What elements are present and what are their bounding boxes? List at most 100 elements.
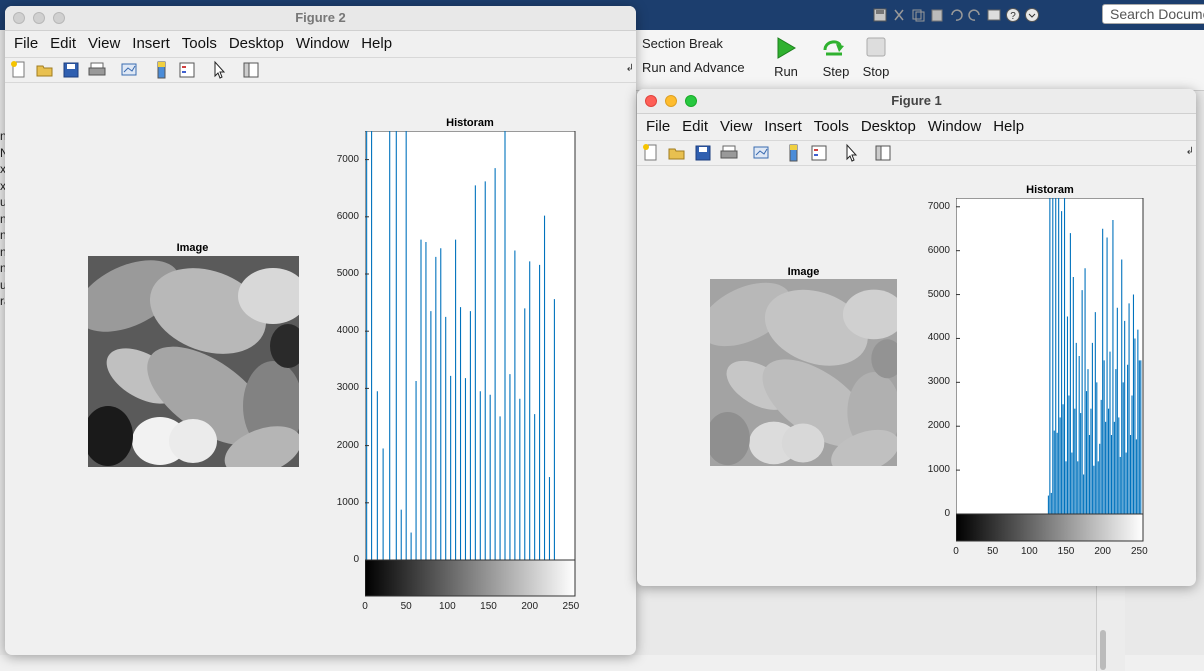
run-and-advance-label: Run and Advance	[642, 60, 745, 75]
command-window-text: n	[0, 228, 7, 242]
print-icon[interactable]	[87, 60, 107, 80]
colorbar-icon[interactable]	[783, 143, 803, 163]
y-tick-label: 6000	[336, 210, 359, 222]
command-window-text: N	[0, 145, 8, 160]
figure-1-titlebar[interactable]: Figure 1	[637, 89, 1196, 114]
menu-edit[interactable]: Edit	[682, 118, 709, 135]
close-icon[interactable]	[645, 95, 657, 107]
switch-windows-icon[interactable]	[986, 7, 1002, 23]
new-figure-icon[interactable]	[9, 60, 29, 80]
colorbar-icon[interactable]	[151, 60, 171, 80]
edit-plot-icon[interactable]	[209, 60, 229, 80]
x-tick-label: 100	[439, 601, 456, 612]
y-tick-label: 7000	[336, 153, 359, 165]
link-plot-icon[interactable]	[119, 60, 139, 80]
dock-arrow-icon[interactable]: ↲	[625, 63, 634, 74]
legend-icon[interactable]	[177, 60, 197, 80]
new-figure-icon[interactable]	[641, 143, 661, 163]
window-controls	[13, 12, 65, 24]
minimize-icon[interactable]	[665, 95, 677, 107]
property-inspector-icon[interactable]	[241, 60, 261, 80]
zoom-icon[interactable]	[53, 12, 65, 24]
help-icon[interactable]: ?	[1005, 7, 1021, 23]
minimize-icon[interactable]	[33, 12, 45, 24]
x-tick-label: 150	[480, 601, 497, 612]
command-window-edge: nNxxuinnnnuera	[0, 128, 8, 348]
dropdown-icon[interactable]	[1024, 7, 1040, 23]
y-tick-label: 5000	[927, 288, 950, 300]
save-figure-icon[interactable]	[61, 60, 81, 80]
histogram-title: Historam	[1026, 184, 1074, 196]
undo-icon[interactable]	[948, 7, 964, 23]
menu-tools[interactable]: Tools	[813, 118, 849, 135]
run-and-advance-button[interactable]: Run and Advance	[642, 60, 745, 75]
histogram-axes	[956, 198, 1144, 542]
x-tick-label: 0	[953, 546, 959, 557]
menu-file[interactable]: File	[646, 118, 671, 135]
menu-tools[interactable]: Tools	[181, 35, 217, 52]
legend-icon[interactable]	[809, 143, 829, 163]
grayscale-colorbar	[365, 559, 576, 597]
menu-window[interactable]: Window	[927, 118, 982, 135]
run-button[interactable]: Run	[766, 36, 806, 79]
x-tick-label: 50	[400, 601, 412, 612]
figure-2-titlebar[interactable]: Figure 2	[5, 6, 636, 31]
menu-view[interactable]: View	[720, 118, 753, 135]
menu-edit[interactable]: Edit	[50, 35, 77, 52]
search-placeholder: Search Documentation	[1110, 6, 1204, 22]
window-title: Figure 2	[295, 10, 346, 25]
print-icon[interactable]	[719, 143, 739, 163]
menu-window[interactable]: Window	[295, 35, 350, 52]
y-tick-label: 6000	[927, 244, 950, 256]
paste-icon[interactable]	[929, 7, 945, 23]
command-window-text: n	[0, 261, 7, 275]
y-tick-label: 0	[944, 508, 950, 519]
y-tick-label: 2000	[336, 439, 359, 451]
y-tick-label: 0	[353, 554, 359, 565]
step-button[interactable]: Step	[816, 36, 856, 79]
stop-label: Stop	[862, 64, 890, 79]
menu-help[interactable]: Help	[361, 35, 393, 52]
x-tick-label: 200	[1094, 546, 1111, 557]
section-break-button[interactable]: Section Break	[642, 36, 723, 51]
figure-1-window[interactable]: Figure 1 File Edit View Insert Tools Desktop W…	[637, 89, 1196, 586]
zoom-icon[interactable]	[685, 95, 697, 107]
cut-icon[interactable]	[891, 7, 907, 23]
command-window-text: n	[0, 244, 7, 259]
menu-view[interactable]: View	[88, 35, 121, 52]
search-documentation-input[interactable]: Search Documentation	[1102, 4, 1204, 24]
edit-plot-icon[interactable]	[841, 143, 861, 163]
figure-toolbar: ↲	[5, 57, 636, 83]
save-figure-icon[interactable]	[693, 143, 713, 163]
redo-icon[interactable]	[967, 7, 983, 23]
menu-desktop[interactable]: Desktop	[860, 118, 916, 135]
figure-1-canvas: Image Historam 7000 6000 5000 4000 3000 2000 1…	[637, 166, 1196, 586]
property-inspector-icon[interactable]	[873, 143, 893, 163]
y-tick-label: 3000	[927, 376, 950, 388]
link-plot-icon[interactable]	[751, 143, 771, 163]
menu-file[interactable]: File	[14, 35, 39, 52]
dock-arrow-icon[interactable]: ↲	[1185, 146, 1194, 157]
figure-2-window[interactable]: Figure 2 File Edit View Insert Tools Desktop W…	[5, 6, 636, 655]
stop-button[interactable]: Stop	[856, 36, 896, 79]
command-window-text: n	[0, 129, 7, 143]
y-tick-label: 1000	[927, 464, 950, 476]
open-file-icon[interactable]	[667, 143, 687, 163]
menu-desktop[interactable]: Desktop	[228, 35, 284, 52]
menu-help[interactable]: Help	[993, 118, 1025, 135]
menu-insert[interactable]: Insert	[764, 118, 802, 135]
copy-icon[interactable]	[910, 7, 926, 23]
run-icon	[777, 37, 796, 59]
command-window-text: n	[0, 211, 7, 226]
y-tick-label: 3000	[336, 382, 359, 394]
y-tick-label: 2000	[927, 420, 950, 432]
menu-insert[interactable]: Insert	[132, 35, 170, 52]
x-tick-label: 100	[1020, 546, 1038, 557]
quick-access-toolbar: ?	[872, 4, 1040, 26]
save-icon[interactable]	[872, 7, 888, 23]
x-tick-label: 150	[1057, 546, 1075, 557]
close-icon[interactable]	[13, 12, 25, 24]
editor-scrollbar-thumb[interactable]	[1100, 630, 1106, 670]
open-file-icon[interactable]	[35, 60, 55, 80]
pollen-image	[710, 279, 897, 466]
